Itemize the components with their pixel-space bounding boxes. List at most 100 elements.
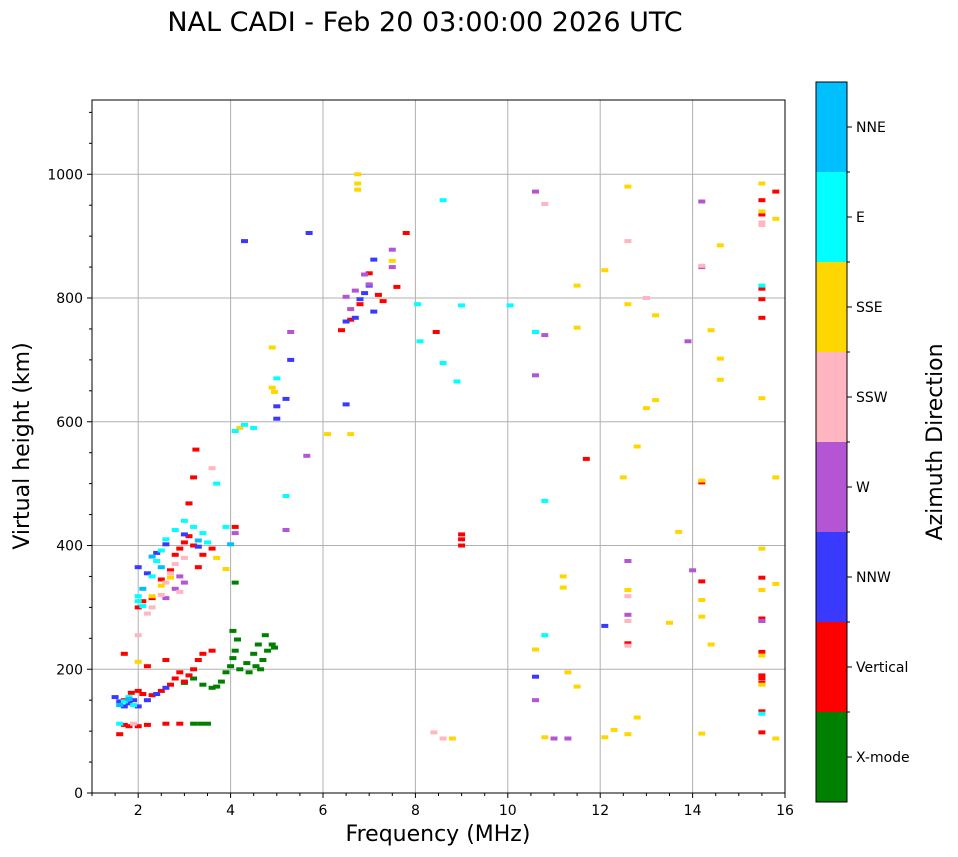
point-x-mode-27 bbox=[213, 684, 221, 689]
point-x-mode-17 bbox=[252, 664, 260, 669]
point-x-mode-14 bbox=[236, 667, 244, 672]
point-ssw-1 bbox=[134, 633, 142, 638]
point-e-8 bbox=[153, 559, 161, 563]
point-vertical-71 bbox=[772, 189, 780, 194]
point-nnw-11 bbox=[153, 550, 161, 555]
point-e-17 bbox=[222, 524, 230, 529]
point-sse-19 bbox=[559, 574, 567, 579]
point-e-30 bbox=[532, 330, 539, 334]
point-vertical-52 bbox=[458, 537, 466, 542]
y-tick-label: 600 bbox=[56, 415, 83, 431]
point-sse-35 bbox=[642, 406, 650, 411]
point-nnw-6 bbox=[153, 692, 161, 696]
point-sse-31 bbox=[624, 588, 632, 592]
point-sse-39 bbox=[675, 529, 683, 534]
point-w-2 bbox=[176, 574, 184, 579]
point-sse-13 bbox=[354, 181, 362, 186]
colorbar-tick-label: SSW bbox=[856, 390, 888, 406]
x-tick-label: 4 bbox=[226, 803, 235, 819]
point-nnw-5 bbox=[143, 698, 151, 703]
point-sse-9 bbox=[271, 390, 278, 394]
point-e-6 bbox=[139, 604, 147, 609]
point-vertical-16 bbox=[180, 679, 188, 684]
point-w-20 bbox=[564, 736, 572, 741]
point-vertical-66 bbox=[758, 315, 766, 320]
point-x-mode-15 bbox=[243, 661, 251, 666]
chart-title: NAL CADI - Feb 20 03:00:00 2026 UTC bbox=[167, 7, 682, 38]
point-sse-56 bbox=[772, 216, 780, 221]
point-x-mode-11 bbox=[231, 648, 239, 653]
colorbar-tick-label: SSE bbox=[856, 300, 883, 316]
point-nnw-12 bbox=[162, 542, 170, 547]
colorbar-tick-label: X-mode bbox=[856, 750, 910, 766]
point-sse-16 bbox=[448, 736, 456, 741]
point-sse-34 bbox=[633, 444, 641, 449]
point-sse-37 bbox=[652, 313, 660, 318]
point-w-12 bbox=[365, 282, 373, 287]
point-vertical-61 bbox=[758, 676, 766, 681]
point-w-13 bbox=[388, 247, 396, 252]
point-vertical-18 bbox=[190, 667, 198, 672]
x-tick-label: 6 bbox=[319, 803, 328, 819]
point-sse-11 bbox=[347, 432, 355, 437]
colorbar-segment bbox=[816, 622, 847, 712]
point-w-15 bbox=[532, 698, 539, 703]
point-e-24 bbox=[416, 339, 424, 344]
point-w-26 bbox=[698, 199, 706, 204]
point-w-14 bbox=[388, 265, 396, 270]
point-vertical-64 bbox=[758, 616, 766, 621]
point-x-mode-13 bbox=[229, 628, 237, 633]
point-w-1 bbox=[171, 586, 179, 591]
point-sse-28 bbox=[619, 475, 627, 480]
point-nnw-14 bbox=[194, 544, 202, 549]
point-vertical-63 bbox=[758, 649, 766, 654]
point-ssw-2 bbox=[143, 611, 151, 616]
x-tick-label: 12 bbox=[591, 803, 609, 819]
point-ssw-13 bbox=[541, 202, 549, 206]
point-e-11 bbox=[171, 528, 179, 532]
point-sse-48 bbox=[716, 377, 724, 382]
point-x-mode-6 bbox=[208, 685, 216, 690]
point-sse-33 bbox=[633, 715, 641, 720]
point-sse-36 bbox=[652, 398, 660, 403]
point-ssw-7 bbox=[171, 562, 179, 567]
point-w-18 bbox=[541, 333, 549, 338]
point-ssw-14 bbox=[624, 239, 632, 244]
point-x-mode-22 bbox=[268, 642, 276, 647]
point-nnw-9 bbox=[134, 565, 142, 570]
point-vertical-1 bbox=[120, 722, 128, 727]
point-e-15 bbox=[204, 540, 211, 545]
point-x-mode-12 bbox=[234, 637, 241, 642]
point-vertical-69 bbox=[758, 212, 766, 217]
point-e-33 bbox=[758, 283, 766, 288]
point-nnw-15 bbox=[241, 239, 248, 244]
point-sse-17 bbox=[532, 647, 539, 652]
point-ssw-19 bbox=[698, 263, 706, 268]
point-ssw-6 bbox=[167, 571, 174, 576]
point-vertical-22 bbox=[143, 664, 151, 669]
colorbar-segment bbox=[816, 712, 847, 802]
point-vertical-44 bbox=[356, 302, 364, 307]
point-sse-4 bbox=[213, 555, 221, 560]
point-sse-21 bbox=[564, 670, 572, 675]
point-vertical-31 bbox=[176, 546, 184, 551]
point-nne-4 bbox=[157, 565, 165, 570]
point-e-28 bbox=[458, 303, 466, 308]
point-w-17 bbox=[532, 189, 539, 194]
point-x-mode-7 bbox=[217, 679, 225, 684]
point-nne-1 bbox=[125, 697, 133, 701]
colorbar-segment bbox=[816, 352, 847, 442]
point-x-mode-20 bbox=[261, 633, 269, 638]
point-vertical-41 bbox=[231, 524, 239, 529]
point-sse-2 bbox=[157, 583, 165, 588]
point-sse-57 bbox=[772, 475, 780, 480]
point-sse-50 bbox=[758, 209, 766, 214]
point-x-mode-10 bbox=[229, 656, 237, 661]
point-nnw-25 bbox=[361, 291, 369, 296]
point-vertical-30 bbox=[171, 552, 179, 557]
point-e-16 bbox=[213, 481, 221, 486]
point-w-0 bbox=[162, 596, 170, 601]
point-ssw-12 bbox=[439, 736, 447, 741]
point-w-5 bbox=[282, 528, 290, 532]
colorbar-tick-label: NNE bbox=[856, 120, 886, 136]
